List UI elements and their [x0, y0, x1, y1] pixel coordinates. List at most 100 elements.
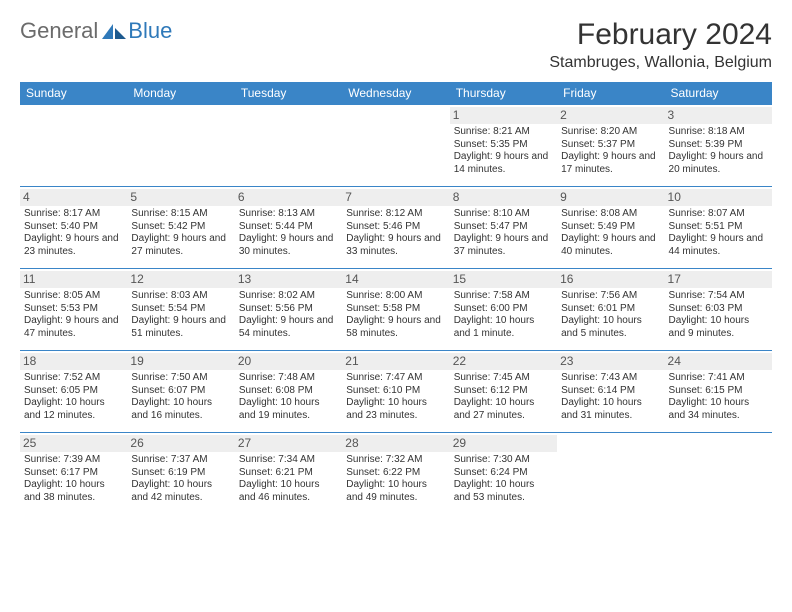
daylight-line: Daylight: 10 hours and 12 minutes.	[24, 397, 123, 422]
calendar-cell: 5Sunrise: 8:15 AMSunset: 5:42 PMDaylight…	[127, 187, 234, 269]
calendar-cell: 22Sunrise: 7:45 AMSunset: 6:12 PMDayligh…	[450, 351, 557, 433]
sunrise-line: Sunrise: 7:48 AM	[239, 372, 338, 385]
sunrise-line: Sunrise: 7:50 AM	[131, 372, 230, 385]
daylight-line: Daylight: 10 hours and 31 minutes.	[561, 397, 660, 422]
daylight-line: Daylight: 10 hours and 53 minutes.	[454, 479, 553, 504]
sunset-line: Sunset: 5:44 PM	[239, 221, 338, 234]
sunrise-line: Sunrise: 8:15 AM	[131, 208, 230, 221]
day-number: 13	[235, 271, 342, 288]
sunrise-line: Sunrise: 7:39 AM	[24, 454, 123, 467]
calendar-cell: 19Sunrise: 7:50 AMSunset: 6:07 PMDayligh…	[127, 351, 234, 433]
weekday-header-row: Sunday Monday Tuesday Wednesday Thursday…	[20, 82, 772, 105]
sunset-line: Sunset: 5:35 PM	[454, 139, 553, 152]
title-block: February 2024 Stambruges, Wallonia, Belg…	[549, 18, 772, 72]
sunrise-line: Sunrise: 8:10 AM	[454, 208, 553, 221]
daylight-line: Daylight: 10 hours and 19 minutes.	[239, 397, 338, 422]
day-number: 23	[557, 353, 664, 370]
sunset-line: Sunset: 5:58 PM	[346, 303, 445, 316]
daylight-line: Daylight: 10 hours and 49 minutes.	[346, 479, 445, 504]
calendar-cell: 26Sunrise: 7:37 AMSunset: 6:19 PMDayligh…	[127, 433, 234, 515]
calendar-body: 1 Sunrise: 8:21 AMSunset: 5:35 PM Daylight…	[20, 105, 772, 515]
day-number: 18	[20, 353, 127, 370]
calendar-cell: 24Sunrise: 7:41 AMSunset: 6:15 PMDayligh…	[665, 351, 772, 433]
day-number: 1	[450, 107, 557, 124]
sunset-line: Sunset: 5:47 PM	[454, 221, 553, 234]
sunset-line: Sunset: 5:37 PM	[561, 139, 660, 152]
calendar-cell: 17Sunrise: 7:54 AMSunset: 6:03 PMDayligh…	[665, 269, 772, 351]
sunrise-line: Sunrise: 7:30 AM	[454, 454, 553, 467]
weekday-header: Saturday	[665, 82, 772, 105]
daylight-line: Daylight: 9 hours and 47 minutes.	[24, 315, 123, 340]
calendar-cell	[20, 105, 127, 187]
sunset-line: Sunset: 6:15 PM	[669, 385, 768, 398]
calendar-cell: 6Sunrise: 8:13 AMSunset: 5:44 PMDaylight…	[235, 187, 342, 269]
daylight-line: Daylight: 9 hours and 44 minutes.	[669, 233, 768, 258]
sunset-line: Sunset: 5:53 PM	[24, 303, 123, 316]
day-number: 10	[665, 189, 772, 206]
calendar-cell: 12Sunrise: 8:03 AMSunset: 5:54 PMDayligh…	[127, 269, 234, 351]
calendar-cell: 14Sunrise: 8:00 AMSunset: 5:58 PMDayligh…	[342, 269, 449, 351]
calendar-cell: 4Sunrise: 8:17 AMSunset: 5:40 PMDaylight…	[20, 187, 127, 269]
sunrise-line: Sunrise: 7:56 AM	[561, 290, 660, 303]
daylight-line: Daylight: 9 hours and 27 minutes.	[131, 233, 230, 258]
sunrise-line: Sunrise: 8:20 AM	[561, 126, 660, 139]
daylight-line: Daylight: 10 hours and 42 minutes.	[131, 479, 230, 504]
sunrise-line: Sunrise: 8:03 AM	[131, 290, 230, 303]
sunset-line: Sunset: 6:10 PM	[346, 385, 445, 398]
calendar-row: 1Sunrise: 8:21 AMSunset: 5:35 PMDaylight…	[20, 105, 772, 187]
calendar-row: 18Sunrise: 7:52 AMSunset: 6:05 PMDayligh…	[20, 351, 772, 433]
weekday-header: Thursday	[450, 82, 557, 105]
day-number: 21	[342, 353, 449, 370]
day-number: 11	[20, 271, 127, 288]
calendar-cell	[557, 433, 664, 515]
sunset-line: Sunset: 5:46 PM	[346, 221, 445, 234]
sunset-line: Sunset: 6:05 PM	[24, 385, 123, 398]
sunset-line: Sunset: 6:03 PM	[669, 303, 768, 316]
daylight-line: Daylight: 10 hours and 46 minutes.	[239, 479, 338, 504]
page-title: February 2024	[549, 18, 772, 52]
calendar-cell	[665, 433, 772, 515]
logo-sail-icon	[102, 22, 126, 40]
sunset-line: Sunset: 6:14 PM	[561, 385, 660, 398]
sunset-line: Sunset: 6:07 PM	[131, 385, 230, 398]
day-number: 2	[557, 107, 664, 124]
sunrise-line: Sunrise: 7:34 AM	[239, 454, 338, 467]
sunset-line: Sunset: 6:19 PM	[131, 467, 230, 480]
calendar-cell: 18Sunrise: 7:52 AMSunset: 6:05 PMDayligh…	[20, 351, 127, 433]
sunrise-line: Sunrise: 8:05 AM	[24, 290, 123, 303]
sunrise-line: Sunrise: 7:43 AM	[561, 372, 660, 385]
calendar-cell: 13Sunrise: 8:02 AMSunset: 5:56 PMDayligh…	[235, 269, 342, 351]
calendar-cell: 29Sunrise: 7:30 AMSunset: 6:24 PMDayligh…	[450, 433, 557, 515]
calendar-cell: 7Sunrise: 8:12 AMSunset: 5:46 PMDaylight…	[342, 187, 449, 269]
calendar-cell: 15Sunrise: 7:58 AMSunset: 6:00 PMDayligh…	[450, 269, 557, 351]
calendar-cell: 2Sunrise: 8:20 AMSunset: 5:37 PMDaylight…	[557, 105, 664, 187]
logo-text-blue: Blue	[128, 18, 172, 44]
day-number: 6	[235, 189, 342, 206]
day-number: 4	[20, 189, 127, 206]
day-number: 29	[450, 435, 557, 452]
sunrise-line: Sunrise: 8:13 AM	[239, 208, 338, 221]
sunrise-line: Sunrise: 8:00 AM	[346, 290, 445, 303]
daylight-line: Daylight: 9 hours and 54 minutes.	[239, 315, 338, 340]
daylight-line: Daylight: 9 hours and 58 minutes.	[346, 315, 445, 340]
daylight-line: Daylight: 9 hours and 33 minutes.	[346, 233, 445, 258]
day-number: 26	[127, 435, 234, 452]
sunset-line: Sunset: 6:17 PM	[24, 467, 123, 480]
calendar-cell: 11 Sunrise: 8:05 AMSunset: 5:53 PMDayligh…	[20, 269, 127, 351]
sunset-line: Sunset: 6:22 PM	[346, 467, 445, 480]
day-number: 7	[342, 189, 449, 206]
day-number: 17	[665, 271, 772, 288]
sunrise-line: Sunrise: 7:32 AM	[346, 454, 445, 467]
calendar-cell	[235, 105, 342, 187]
sunrise-line: Sunrise: 7:41 AM	[669, 372, 768, 385]
weekday-header: Tuesday	[235, 82, 342, 105]
sunrise-line: Sunrise: 7:54 AM	[669, 290, 768, 303]
day-number: 3	[665, 107, 772, 124]
day-number: 16	[557, 271, 664, 288]
sunrise-line: Sunrise: 8:21 AM	[454, 126, 553, 139]
location-text: Stambruges, Wallonia, Belgium	[549, 54, 772, 72]
sunset-line: Sunset: 6:12 PM	[454, 385, 553, 398]
calendar-row: 25Sunrise: 7:39 AMSunset: 6:17 PMDayligh…	[20, 433, 772, 515]
day-number: 28	[342, 435, 449, 452]
sunset-line: Sunset: 6:21 PM	[239, 467, 338, 480]
